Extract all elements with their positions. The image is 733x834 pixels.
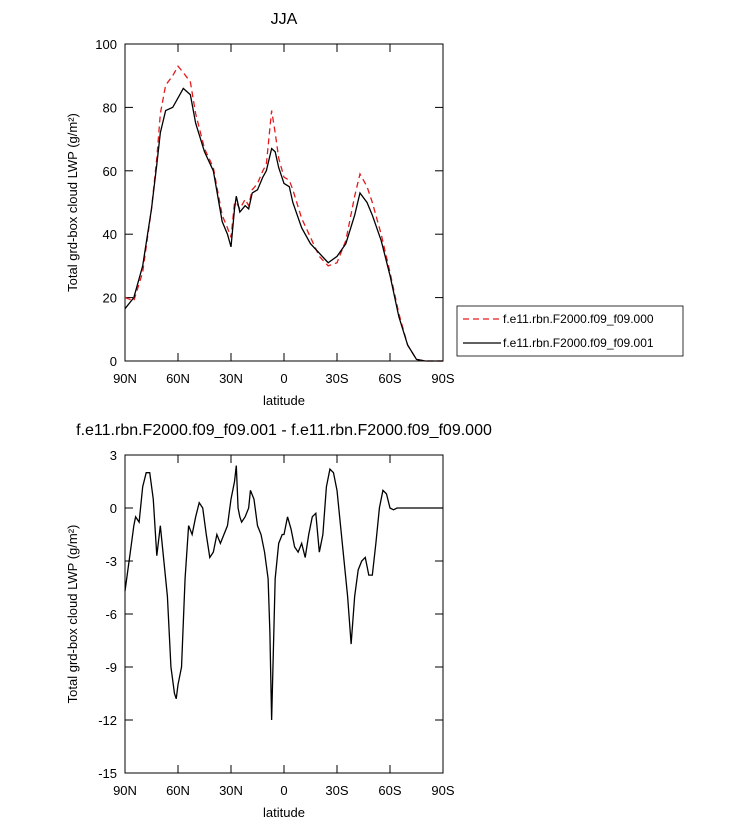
legend-box <box>456 305 684 357</box>
y-tick-label: -9 <box>105 660 117 675</box>
plot-frame <box>124 454 444 774</box>
y-tick-label: 40 <box>103 227 117 242</box>
x-tick-label: 60N <box>166 783 190 798</box>
y-tick-label: 100 <box>95 37 117 52</box>
y-tick-label: 20 <box>103 291 117 306</box>
y-tick-label: -15 <box>98 766 117 781</box>
y-tick-label: -12 <box>98 713 117 728</box>
plot-frame <box>124 43 444 362</box>
chart-title: JJA <box>271 11 298 28</box>
y-tick-label: 80 <box>103 100 117 115</box>
y-tick-label: 60 <box>103 164 117 179</box>
x-tick-label: 30S <box>325 371 348 386</box>
series-line <box>124 465 443 721</box>
x-tick-label: 0 <box>280 371 287 386</box>
x-tick-label: 0 <box>280 783 287 798</box>
y-tick-label: 3 <box>110 448 117 463</box>
x-tick-label: 30N <box>219 783 243 798</box>
chart-title: f.e11.rbn.F2000.f09_f09.001 - f.e11.rbn.… <box>76 422 492 439</box>
x-tick-label: 60S <box>378 371 401 386</box>
x-tick-label: 90N <box>113 371 137 386</box>
x-tick-label: 90S <box>431 371 454 386</box>
x-tick-label: 30S <box>325 783 348 798</box>
x-tick-label: 30N <box>219 371 243 386</box>
x-tick-label: 60S <box>378 783 401 798</box>
y-axis-label: Total grd-box cloud LWP (g/m²) <box>65 525 80 704</box>
y-tick-label: -6 <box>105 607 117 622</box>
legend-label: f.e11.rbn.F2000.f09_f09.001 <box>503 336 654 350</box>
x-tick-label: 90S <box>431 783 454 798</box>
y-tick-label: 0 <box>110 501 117 516</box>
y-tick-label: -3 <box>105 554 117 569</box>
series-line <box>124 65 443 362</box>
x-tick-label: 60N <box>166 371 190 386</box>
legend-label: f.e11.rbn.F2000.f09_f09.000 <box>503 312 654 326</box>
y-tick-label: 0 <box>110 354 117 369</box>
x-axis-label: latitude <box>263 393 305 408</box>
x-axis-label: latitude <box>263 805 305 820</box>
series-line <box>124 87 443 362</box>
x-tick-label: 90N <box>113 783 137 798</box>
y-axis-label: Total grd-box cloud LWP (g/m²) <box>65 113 80 292</box>
